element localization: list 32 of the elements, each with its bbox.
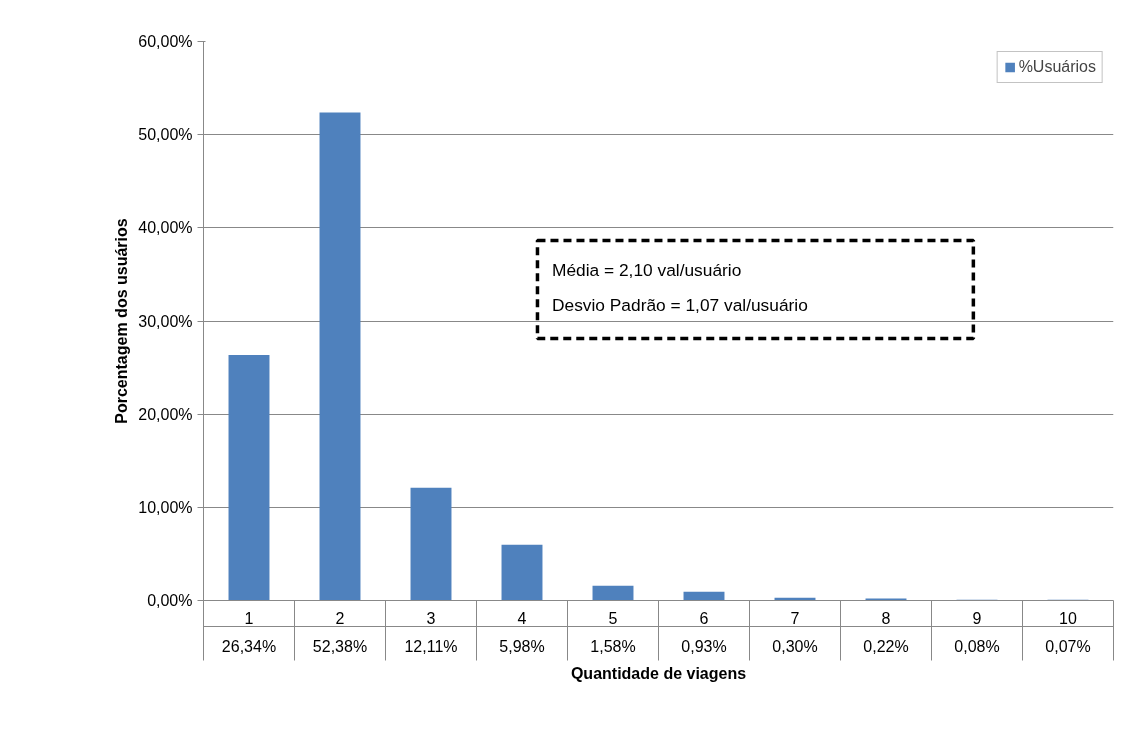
- y-axis-title: Porcentagem dos usuários: [113, 218, 131, 424]
- data-label: 12,11%: [404, 637, 458, 655]
- x-axis-title: Quantidade de viagens: [570, 664, 747, 682]
- data-label: 0,07%: [1045, 637, 1091, 655]
- y-tick-label: 0,00%: [147, 592, 193, 609]
- data-label: 52,38%: [312, 637, 368, 655]
- x-tick-label: 2: [335, 609, 345, 627]
- y-tick-label: 40,00%: [138, 219, 193, 237]
- x-tick-label: 10: [1059, 609, 1077, 627]
- y-tick-label: 60,00%: [138, 33, 193, 50]
- data-label: 1,58%: [590, 637, 636, 655]
- x-tick-label: 8: [881, 609, 891, 627]
- data-label: 0,93%: [681, 637, 727, 655]
- data-label: 26,34%: [221, 637, 277, 655]
- x-tick-label: 7: [790, 609, 800, 627]
- legend-label: %Usuários: [1018, 58, 1096, 76]
- x-tick-label: 1: [244, 609, 254, 627]
- x-tick-label: 9: [972, 609, 982, 627]
- annotation: Desvio Padrão = 1,07 val/usuário: [552, 294, 808, 315]
- x-tick-label: 6: [699, 609, 709, 627]
- data-label: 0,08%: [954, 637, 1000, 655]
- y-tick-label: 10,00%: [138, 498, 193, 516]
- y-tick-label: 20,00%: [138, 405, 193, 423]
- y-tick-label: 30,00%: [138, 312, 193, 330]
- data-label: 5,98%: [499, 637, 545, 655]
- data-label: 0,30%: [772, 637, 818, 655]
- x-tick-label: 4: [517, 609, 527, 627]
- x-tick-label: 5: [608, 609, 618, 627]
- x-tick-label: 3: [426, 609, 436, 627]
- y-tick-label: 50,00%: [138, 126, 193, 144]
- data-label: 0,22%: [863, 637, 909, 655]
- annotation: Média = 2,10 val/usuário: [552, 259, 742, 280]
